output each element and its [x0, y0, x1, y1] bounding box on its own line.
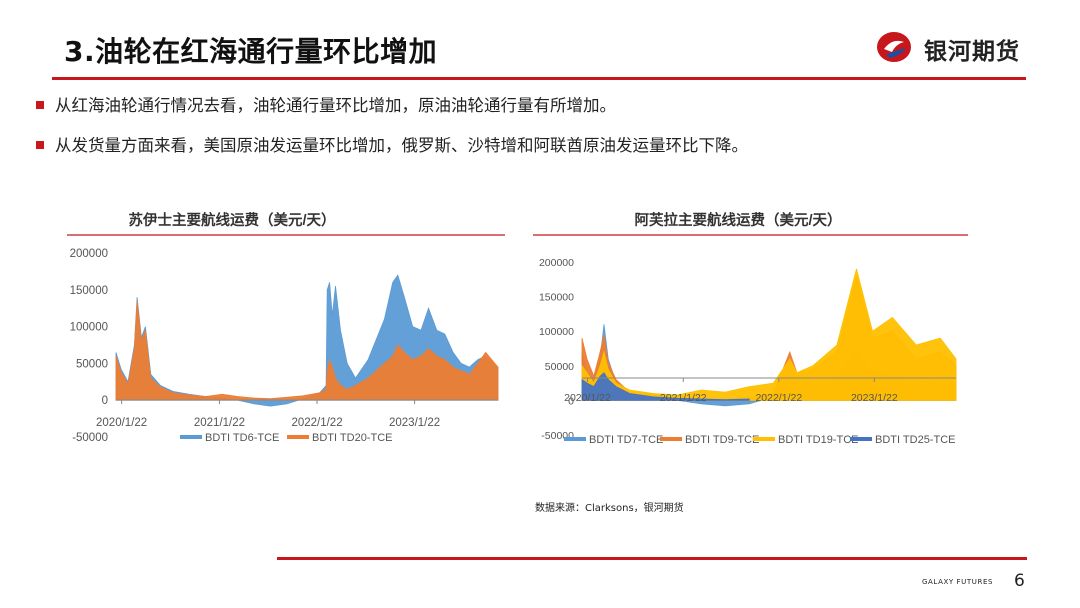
series-area — [115, 300, 499, 401]
bullet-text: 从红海油轮通行情况去看，油轮通行量环比增加，原油油轮通行量有所增加。 — [55, 96, 616, 115]
footer-brand: GALAXY FUTURES — [922, 578, 994, 586]
brand-name: 银河期货 — [924, 39, 1020, 65]
y-tick-label: 50000 — [545, 361, 574, 373]
legend-label: BDTI TD6-TCE — [205, 432, 279, 444]
suez-freight-chart: 苏伊士主要航线运费（美元/天） 200000 150000 100000 50000 0 -… — [67, 211, 505, 444]
x-tick-label: 2021/1/22 — [660, 392, 707, 404]
chart-title: 阿芙拉主要航线运费（美元/天） — [634, 211, 841, 229]
legend-label: BDTI TD7-TCE — [589, 434, 663, 446]
series-area — [581, 372, 750, 401]
bullet-item: 从发货量方面来看，美国原油发运量环比增加，俄罗斯、沙特增和阿联酋原油发运量环比下… — [36, 132, 748, 156]
bullet-text: 从发货量方面来看，美国原油发运量环比增加，俄罗斯、沙特增和阿联酋原油发运量环比下… — [55, 136, 748, 155]
x-tick-label: 2022/1/22 — [755, 392, 802, 404]
x-tick-label: 2020/1/22 — [564, 392, 611, 404]
y-tick-label: 50000 — [76, 358, 108, 370]
y-tick-label: 200000 — [539, 257, 574, 269]
bullet-marker — [36, 101, 44, 109]
legend-label: BDTI TD9-TCE — [685, 434, 759, 446]
legend-label: BDTI TD20-TCE — [312, 432, 392, 444]
y-tick-label: 150000 — [539, 292, 574, 304]
series-area — [581, 268, 957, 401]
bullet-marker — [36, 141, 44, 149]
slide-title: 3.油轮在红海通行量环比增加 — [64, 35, 438, 68]
x-tick-label: 2023/1/22 — [389, 417, 440, 429]
x-tick-label: 2022/1/22 — [291, 417, 342, 429]
aframax-freight-chart: 阿芙拉主要航线运费（美元/天）200000150000100000500000-… — [533, 211, 968, 446]
legend-label: BDTI TD19-TCE — [778, 434, 858, 446]
y-tick-label: 0 — [568, 395, 574, 407]
x-tick-label: 2021/1/22 — [194, 417, 245, 429]
y-tick-label: 200000 — [70, 248, 108, 260]
x-tick-label: 2020/1/22 — [96, 417, 147, 429]
x-tick-label: 2023/1/22 — [851, 392, 898, 404]
chart-title: 苏伊士主要航线运费（美元/天） — [128, 211, 335, 229]
y-tick-label: 150000 — [70, 285, 108, 297]
source-note: 数据来源：Clarksons，银河期货 — [535, 503, 684, 514]
page-number: 6 — [1014, 571, 1025, 591]
legend-label: BDTI TD25-TCE — [875, 434, 955, 446]
y-tick-label: 0 — [102, 395, 108, 407]
bullet-item: 从红海油轮通行情况去看，油轮通行量环比增加，原油油轮通行量有所增加。 — [36, 92, 616, 116]
title-divider — [52, 77, 1026, 80]
galaxy-logo-icon — [877, 32, 911, 62]
y-tick-label: 100000 — [70, 322, 108, 334]
footer-divider — [277, 557, 1027, 560]
y-tick-label: 100000 — [539, 326, 574, 338]
y-tick-label: -50000 — [72, 432, 108, 444]
